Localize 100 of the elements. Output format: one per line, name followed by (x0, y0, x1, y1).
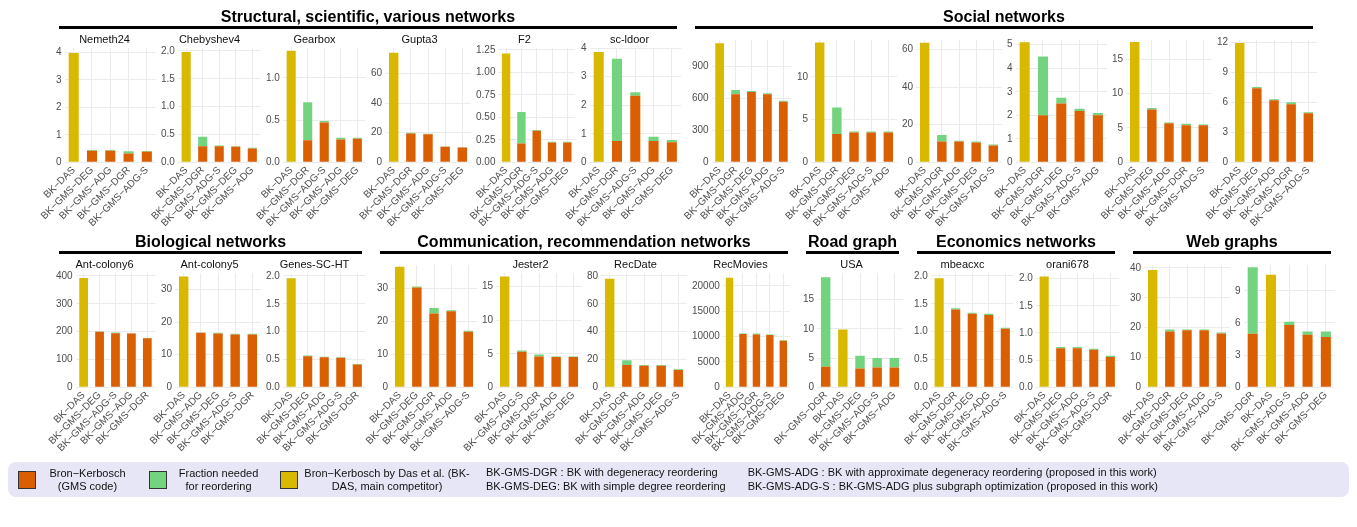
y-tick-label: 0.25 (475, 133, 496, 145)
y-tick-label: 100 (56, 353, 74, 365)
y-tick-label: 10 (1130, 351, 1142, 363)
y-tick-label: 3 (56, 73, 62, 85)
y-tick-label: 1.5 (914, 297, 929, 309)
y-tick-label: 9 (1222, 65, 1229, 77)
y-tick-label: 2 (56, 101, 62, 113)
chart-subtitle: orani678 (1046, 257, 1089, 270)
chart-subtitle: Chebyshev4 (178, 32, 241, 45)
y-tick-label: 2.0 (914, 269, 929, 281)
y-tick-label: 0.5 (266, 353, 281, 365)
y-tick-label: 0 (592, 381, 599, 393)
y-tick-label: 0 (67, 381, 74, 393)
y-tick-label: 12 (1217, 35, 1229, 47)
y-tick-label: 20 (371, 126, 383, 138)
y-tick-label: 0.0 (914, 381, 929, 393)
y-tick-label: 200 (56, 325, 74, 337)
chart-subtitle: F2 (518, 32, 531, 45)
y-tick-label: 0.5 (161, 128, 176, 140)
y-tick-label: 1.0 (266, 325, 281, 337)
y-tick-label: 300 (692, 124, 710, 136)
y-tick-label: 1.0 (914, 325, 929, 337)
y-tick-label: 1.25 (475, 43, 496, 55)
y-tick-label: 5 (487, 347, 494, 359)
y-tick-label: 0 (1117, 156, 1124, 168)
y-tick-label: 10 (1112, 87, 1124, 99)
y-tick-label: 0.0 (1019, 381, 1034, 393)
y-tick-label: 0.50 (475, 111, 496, 123)
y-tick-label: 1.0 (266, 71, 281, 83)
y-tick-label: 2.0 (266, 269, 281, 281)
y-tick-label: 1 (56, 128, 62, 140)
y-tick-label: 40 (371, 96, 383, 108)
y-tick-label: 60 (902, 43, 914, 55)
text: BK-GMS-ADG : BK with approximate degeneracy reordering (proposed in this work) (747, 466, 1158, 479)
y-tick-label: 5 (1007, 38, 1013, 50)
text: Road graph (806, 233, 899, 254)
y-tick-label: 4 (56, 46, 62, 58)
y-tick-label: 1 (581, 127, 587, 139)
text: Communication, recommendation networks (380, 233, 788, 254)
chart-subtitle: USA (840, 257, 864, 270)
y-tick-label: 1.5 (161, 72, 176, 84)
chart-subtitle: Ant-colony5 (180, 257, 239, 270)
text: Web graphs (1133, 233, 1331, 254)
y-tick-label: 10 (161, 348, 173, 360)
y-tick-label: 0 (1222, 156, 1229, 168)
y-tick-label: 20 (377, 314, 389, 326)
y-tick-label: 20 (161, 315, 173, 327)
y-tick-label: 2 (581, 99, 587, 111)
text: BK-GMS-DGR : BK with degeneracy reordering (486, 466, 719, 479)
y-tick-label: 3 (1007, 85, 1013, 97)
y-tick-label: 1.5 (1019, 299, 1034, 311)
y-tick-label: 4 (1007, 61, 1013, 73)
text: BK-GMS-DEG: BK with simple degree reordering (486, 480, 726, 493)
y-tick-label: 5 (808, 351, 815, 363)
y-tick-label: 0.75 (475, 88, 496, 100)
y-tick-label: 2.0 (1019, 272, 1034, 284)
text: Biological networks (59, 233, 362, 254)
y-tick-label: 10 (797, 70, 809, 82)
y-tick-label: 30 (161, 283, 173, 295)
y-tick-label: 0 (1235, 381, 1241, 393)
y-tick-label: 15 (1112, 52, 1124, 64)
y-tick-label: 60 (587, 297, 599, 309)
legend-label: Bron−Kerbosch (GMS code) (48, 466, 127, 493)
y-tick-label: 300 (56, 297, 74, 309)
y-tick-label: 1 (1007, 132, 1013, 144)
chart-subtitle: sc-ldoor (609, 32, 650, 45)
text: Structural, scientific, various networks (59, 8, 677, 29)
y-tick-label: 0.0 (266, 381, 281, 393)
text: BK-GMS-ADG-S : BK-GMS-ADG plus subgraph optimization (proposed in this work) (747, 480, 1158, 493)
chart-subtitle: Gearbox (293, 32, 337, 45)
y-tick-label: 40 (587, 325, 599, 337)
y-tick-label: 20 (902, 118, 914, 130)
legend-label: Bron−Kerbosch by Das et al. (BK-DAS, main competitor) (303, 466, 471, 493)
y-tick-label: 10 (482, 313, 494, 325)
legend-label: Fraction needed for reordering (177, 466, 260, 493)
y-tick-label: 80 (587, 269, 599, 281)
chart-subtitle: RecDate (614, 257, 657, 270)
y-tick-label: 15 (482, 280, 494, 292)
y-tick-label: 0 (376, 156, 383, 168)
chart-subtitle: Gupta3 (401, 32, 438, 45)
y-tick-label: 600 (692, 92, 710, 104)
y-tick-label: 10 (377, 348, 389, 360)
y-tick-label: 20 (1130, 321, 1142, 333)
y-tick-label: 0 (382, 381, 389, 393)
y-tick-label: 40 (902, 80, 914, 92)
y-tick-label: 0.00 (475, 156, 496, 168)
y-tick-label: 0 (166, 381, 173, 393)
y-tick-label: 60 (371, 67, 383, 79)
chart-subtitle: Genes-SC-HT (279, 257, 350, 270)
y-tick-label: 2.0 (161, 44, 176, 56)
y-tick-label: 900 (692, 60, 710, 72)
y-tick-label: 0.5 (266, 113, 281, 125)
y-tick-label: 2 (1007, 109, 1013, 121)
y-tick-label: 0 (802, 156, 809, 168)
y-tick-label: 1.00 (475, 66, 496, 78)
y-tick-label: 0 (581, 156, 587, 168)
y-tick-label: 4 (581, 41, 587, 53)
y-tick-label: 5 (802, 113, 809, 125)
y-tick-label: 0 (1007, 156, 1013, 168)
y-tick-label: 400 (56, 269, 74, 281)
